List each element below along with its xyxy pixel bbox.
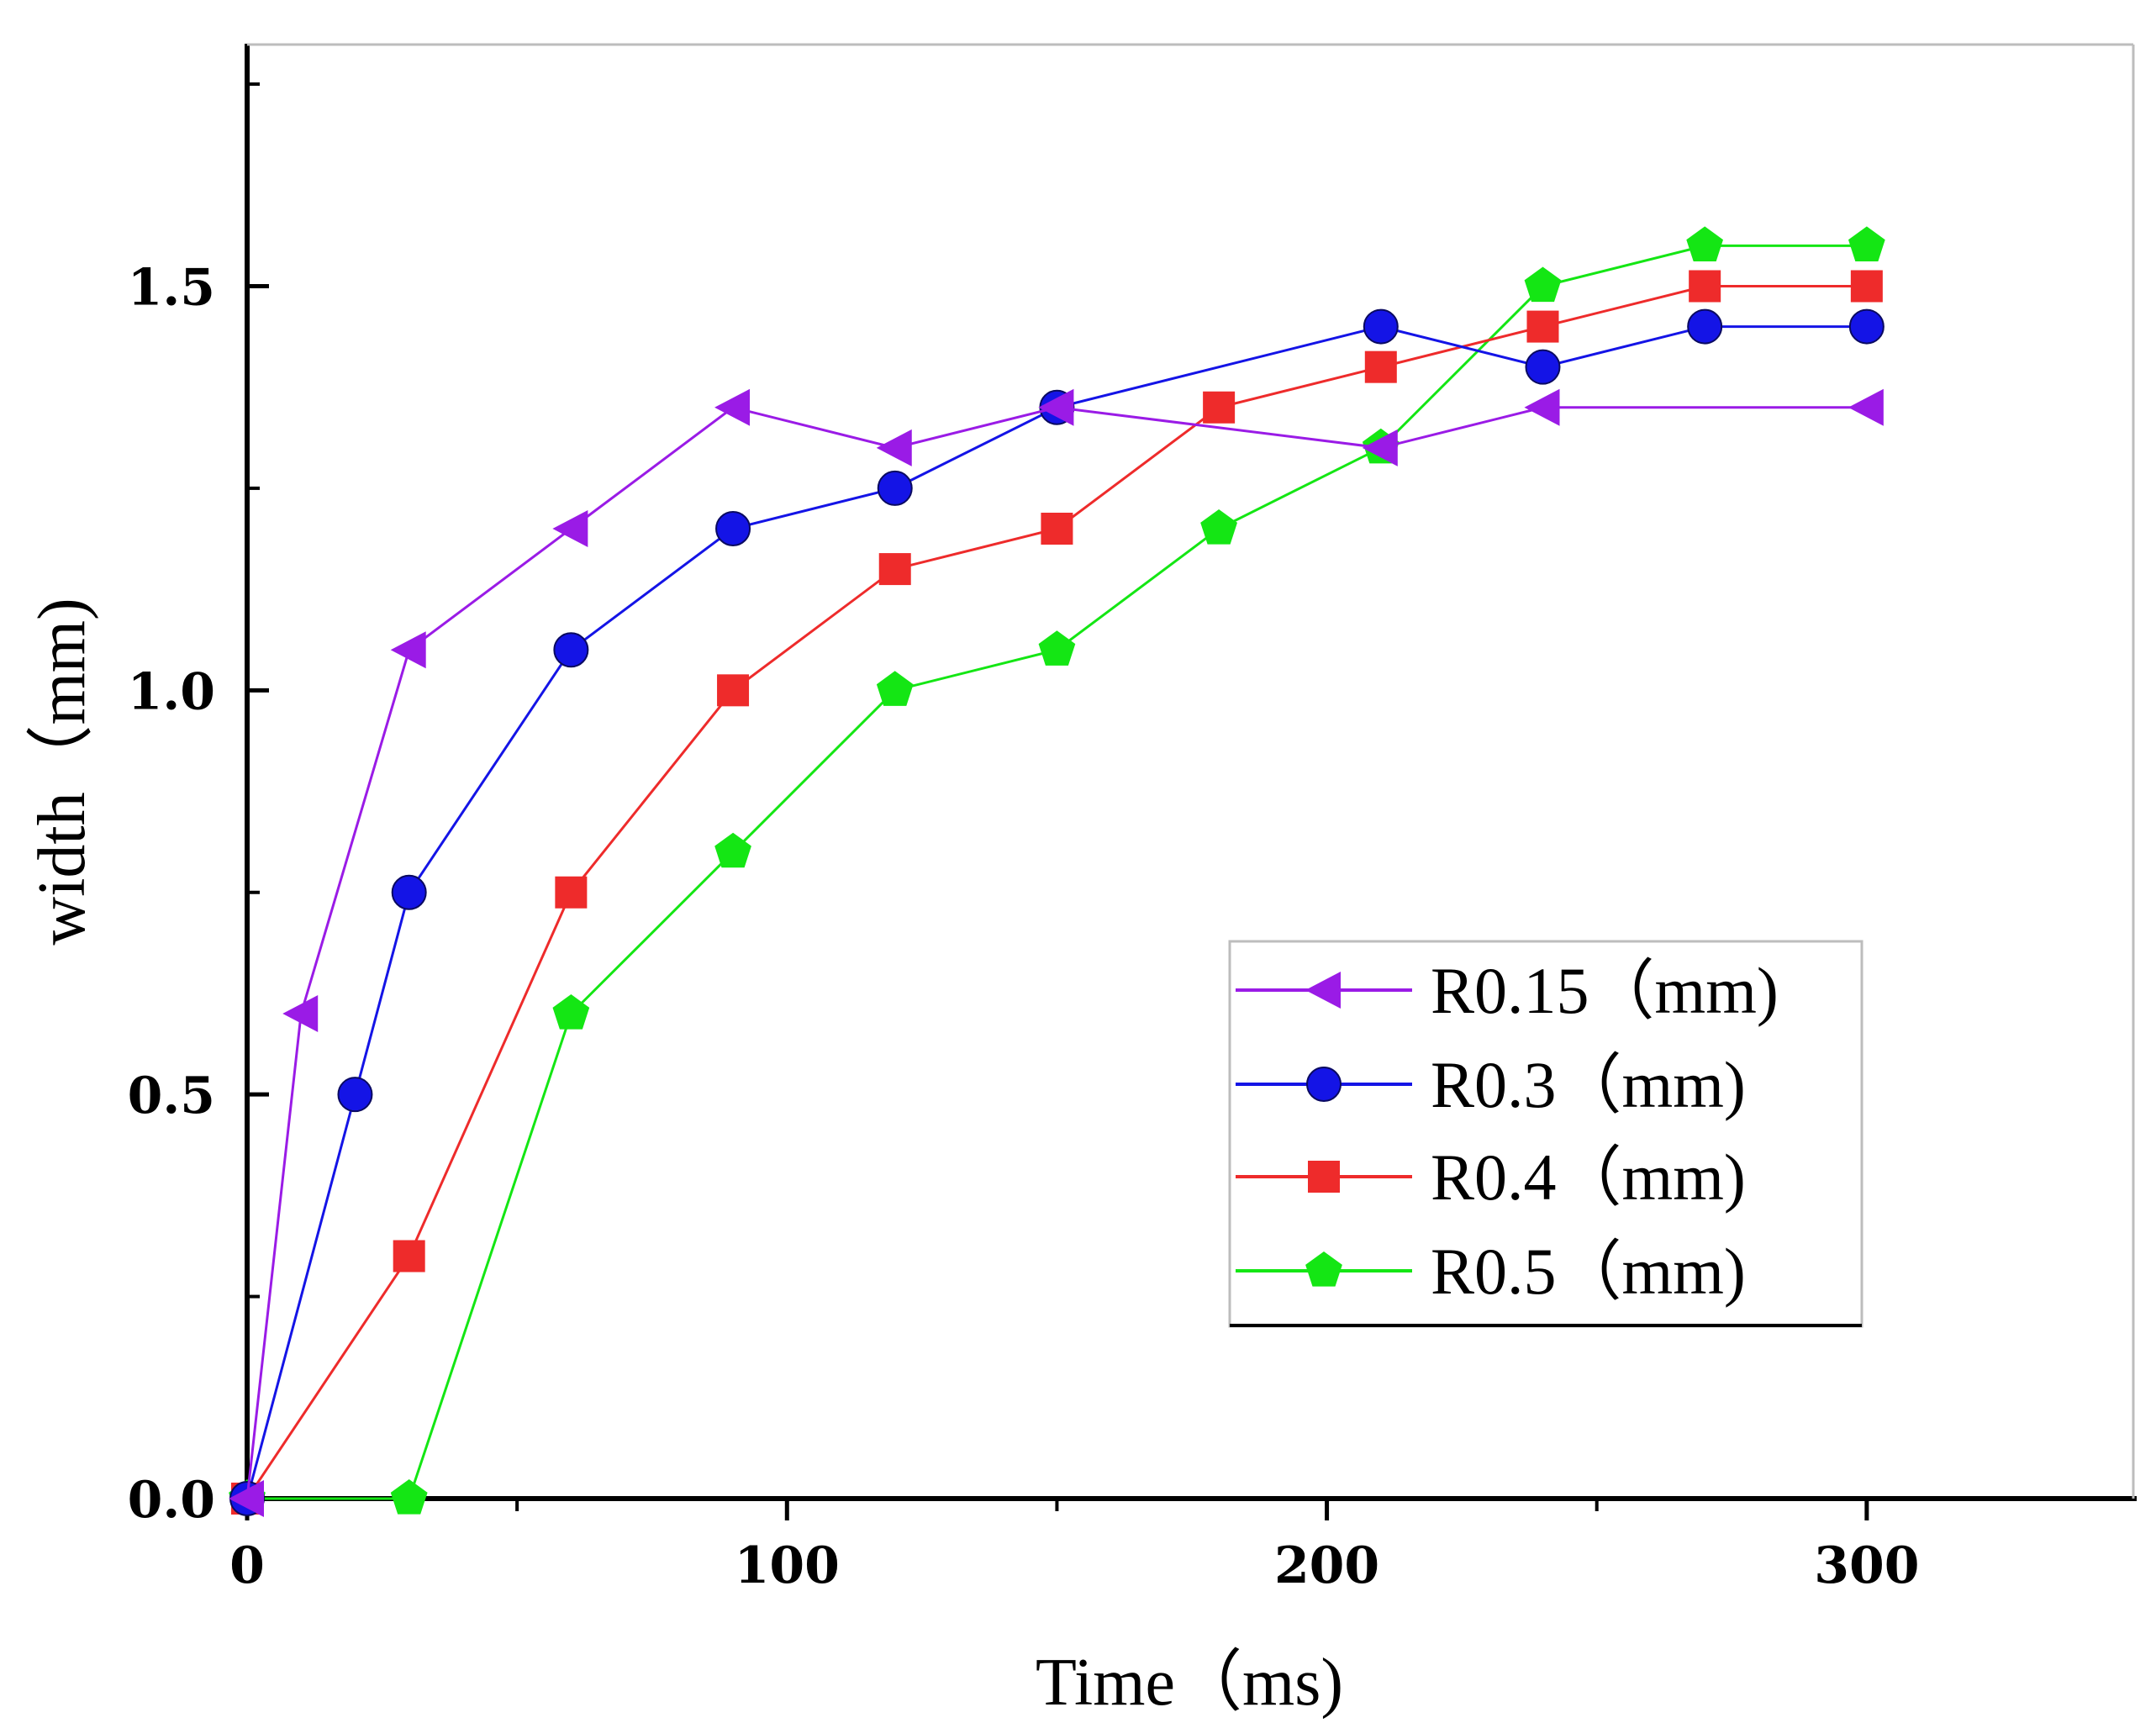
legend-marker <box>1308 1161 1340 1193</box>
legend-label: R0.15（mm) <box>1431 954 1779 1027</box>
series-line <box>245 406 1867 1499</box>
data-point <box>552 994 590 1030</box>
data-point <box>229 1480 264 1517</box>
legend-label: R0.5（mm) <box>1431 1235 1746 1308</box>
x-tick-label: 100 <box>735 1536 840 1595</box>
y-tick-label: 0.5 <box>128 1067 215 1125</box>
data-point <box>1041 513 1073 545</box>
series-layer <box>229 226 1885 1517</box>
y-tick-label: 0.0 <box>128 1471 215 1530</box>
legend-item: R0.5（mm) <box>1236 1235 1746 1308</box>
data-point <box>1848 226 1885 261</box>
data-point <box>1850 270 1883 303</box>
y-tick-label: 1.5 <box>128 259 215 318</box>
data-point <box>714 832 751 868</box>
data-point <box>282 995 319 1032</box>
data-point <box>1038 388 1074 426</box>
data-point <box>337 1077 373 1113</box>
data-point <box>1526 310 1559 343</box>
x-tick-label: 200 <box>1274 1536 1379 1595</box>
data-point <box>717 674 750 707</box>
data-point <box>390 631 426 669</box>
data-point <box>714 388 751 426</box>
data-point <box>1524 266 1562 303</box>
legend-label: R0.3（mm) <box>1431 1048 1746 1121</box>
data-point <box>1364 350 1397 383</box>
data-point <box>1203 391 1236 424</box>
x-tick-label: 0 <box>229 1536 265 1595</box>
series-1 <box>229 388 1884 1517</box>
data-point <box>555 876 588 909</box>
data-point <box>1525 349 1561 385</box>
legend-items: R0.15（mm) R0.3（mm) R0.4（mm) R0.5（mm) <box>1236 954 1779 1308</box>
series-3 <box>231 270 1883 1515</box>
legend-marker <box>1306 1067 1342 1102</box>
legend-item: R0.4（mm) <box>1236 1141 1746 1214</box>
data-point <box>390 1479 428 1515</box>
data-point <box>715 511 751 546</box>
series-2 <box>229 308 1885 1516</box>
data-point <box>876 671 914 706</box>
legend: R0.15（mm) R0.3（mm) R0.4（mm) R0.5（mm) <box>1228 940 1863 1328</box>
legend-marker <box>1305 972 1341 1009</box>
data-point <box>1038 630 1076 666</box>
legend-marker <box>1305 1251 1342 1287</box>
data-point <box>1848 388 1884 426</box>
data-point <box>876 429 912 466</box>
axes-ticks: 0 100 200 300 0.0 0.5 1.0 1.5 <box>128 82 1919 1595</box>
y-tick-label: 1.0 <box>128 662 215 721</box>
data-point <box>1200 509 1237 545</box>
y-axis-title: width（mm) <box>25 598 99 945</box>
legend-item: R0.3（mm) <box>1236 1048 1746 1121</box>
data-point <box>1687 308 1723 345</box>
x-axis-title: Time（ms) <box>1036 1646 1343 1720</box>
legend-label: R0.4（mm) <box>1431 1141 1746 1214</box>
data-point <box>1686 226 1723 261</box>
data-point <box>1363 308 1399 345</box>
data-point <box>878 553 911 586</box>
data-point <box>1689 270 1721 303</box>
data-point <box>1362 429 1398 466</box>
x-tick-label: 300 <box>1814 1536 1919 1595</box>
data-point <box>1848 308 1885 345</box>
data-point <box>391 874 427 910</box>
legend-item: R0.15（mm) <box>1236 954 1779 1027</box>
data-point <box>553 632 589 668</box>
data-point <box>877 470 913 506</box>
data-point <box>393 1240 425 1272</box>
data-point <box>552 510 588 547</box>
data-point <box>1524 388 1560 426</box>
